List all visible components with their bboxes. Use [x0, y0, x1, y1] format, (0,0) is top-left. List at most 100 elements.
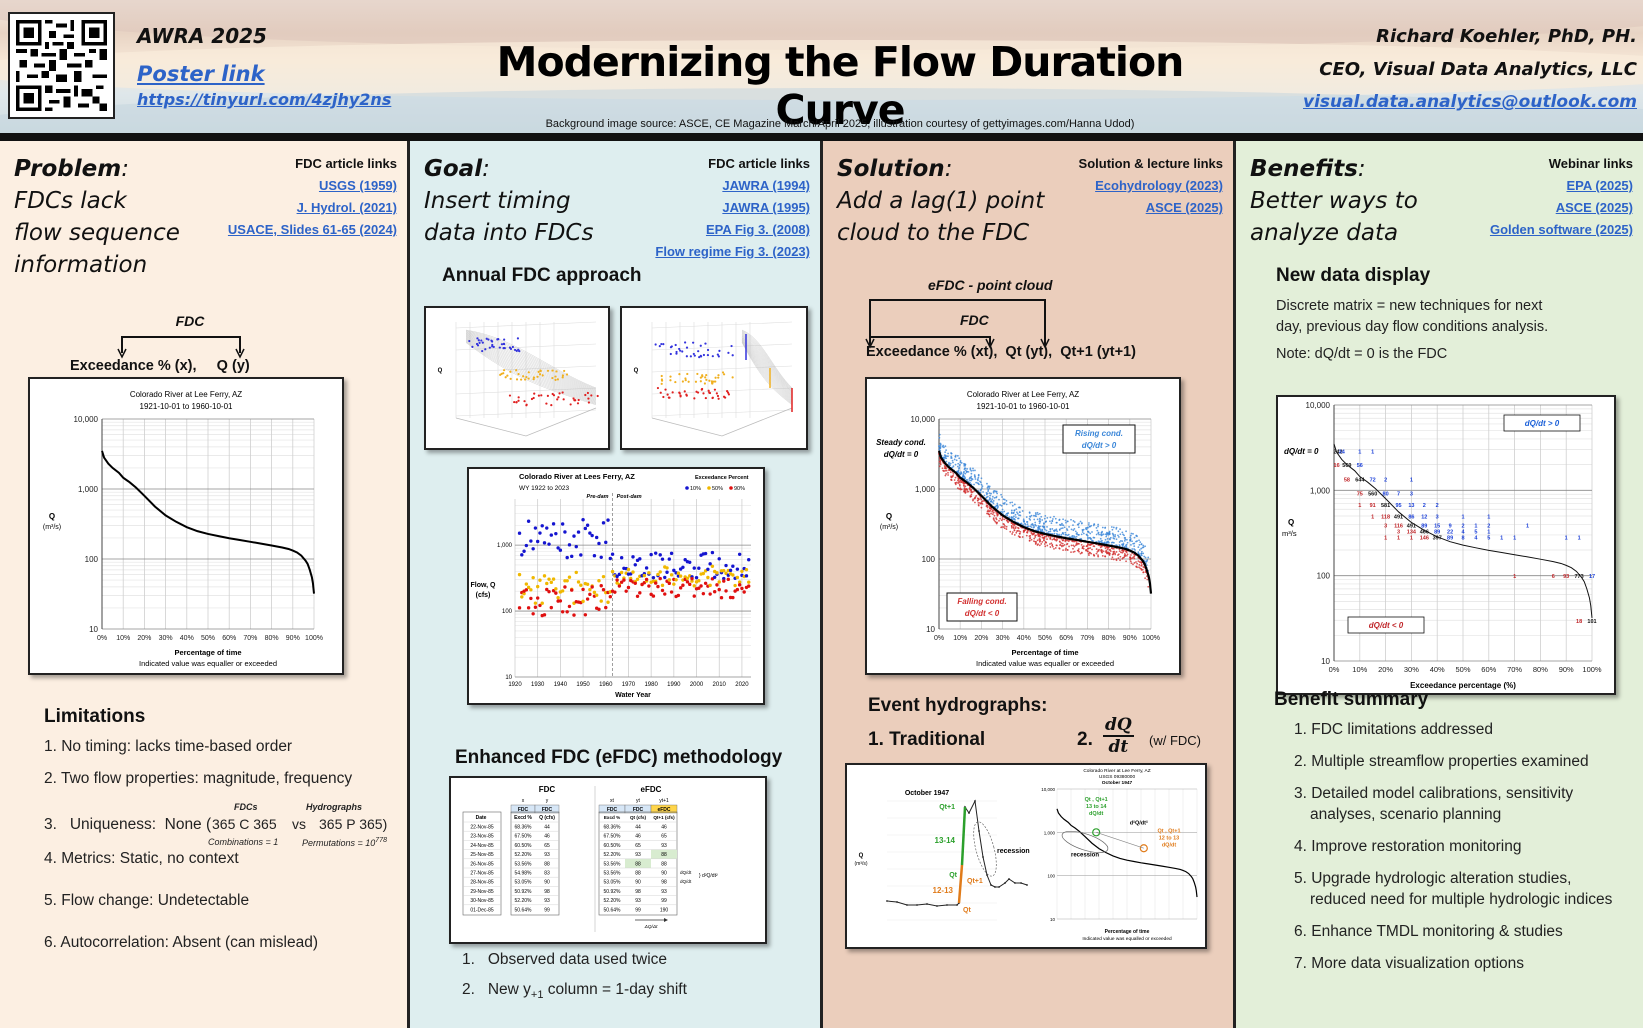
point-50pct: [717, 376, 720, 379]
link-epa-2025[interactable]: EPA (2025): [1566, 178, 1633, 193]
rising-point: [1081, 528, 1084, 531]
falling-point: [974, 501, 976, 504]
point-10pct: [567, 543, 572, 547]
falling-point: [972, 499, 974, 502]
hydrograph-point: [1020, 882, 1022, 884]
link-golden-software-2025[interactable]: Golden software (2025): [1489, 222, 1633, 237]
link-epa-2008[interactable]: EPA Fig 3. (2008): [705, 222, 810, 237]
y-tick-label: 1,000: [1044, 830, 1056, 835]
rising-point: [1026, 521, 1028, 523]
benefit-text-line: 2. Multiple streamflow properties examin…: [1294, 753, 1589, 770]
falling-point: [1018, 530, 1020, 532]
falling-point: [965, 488, 968, 490]
rising-point: [1058, 533, 1061, 536]
point-90pct: [531, 612, 535, 616]
link-usace-2024[interactable]: USACE, Slides 61-65 (2024): [227, 222, 397, 237]
x-tick-label: 10%: [953, 635, 967, 642]
link-ecohydrology-2023[interactable]: Ecohydrology (2023): [1095, 178, 1223, 193]
falling-point: [953, 479, 956, 481]
point-10pct: [542, 541, 547, 545]
falling-point: [1089, 547, 1092, 549]
falling-point: [1033, 540, 1035, 543]
falling-point: [956, 487, 959, 490]
point-50pct: [731, 573, 735, 577]
y-tick-label: 10,000: [1306, 401, 1331, 410]
point-50pct: [705, 378, 708, 381]
rising-point: [973, 483, 975, 486]
rising-point: [1100, 532, 1103, 534]
conference-name: AWRA 2025: [137, 24, 267, 48]
point-50pct: [708, 379, 711, 382]
link-asce-2025[interactable]: ASCE (2025): [1145, 200, 1223, 215]
benefits-subtitle-line: analyze data: [1250, 220, 1399, 246]
point-50pct: [546, 369, 550, 372]
falling-point: [981, 502, 984, 505]
links-header: FDC article links: [295, 156, 397, 171]
matrix-count: 569: [1342, 463, 1351, 469]
rising-point: [1111, 528, 1114, 531]
date-table-border: [462, 811, 502, 916]
rising-point: [1102, 533, 1105, 536]
qr-code[interactable]: [8, 12, 115, 119]
x-tick-label: 20%: [1378, 665, 1393, 674]
matrix-count: 89: [1421, 524, 1427, 530]
poster-url-link[interactable]: https://tinyurl.com/4zjhy2ns: [137, 90, 392, 109]
rising-point: [1030, 526, 1033, 528]
falling-point: [1044, 541, 1047, 544]
falling-point: [1038, 544, 1041, 547]
link-flow-regime-2023[interactable]: Flow regime Fig 3. (2023): [655, 244, 810, 259]
fdc-excd-cell: 50.92%: [515, 889, 533, 895]
point-10pct: [697, 566, 701, 570]
rising-point: [964, 463, 967, 466]
point-50pct: [737, 580, 742, 584]
rising-point: [972, 469, 975, 472]
matrix-count: 75: [1357, 492, 1363, 498]
rising-point: [986, 495, 989, 498]
annual-fdc-line: [741, 340, 793, 403]
rising-point: [1059, 523, 1061, 526]
rising-point: [1075, 535, 1078, 538]
falling-point: [1060, 542, 1063, 544]
orange-label: Qt , Qt+1: [1157, 828, 1180, 834]
falling-point: [1091, 548, 1093, 551]
falling-point: [1017, 527, 1020, 530]
rising-point: [1047, 530, 1050, 533]
point-50pct: [724, 571, 728, 576]
falling-point: [1119, 559, 1121, 562]
rising-point: [952, 461, 954, 464]
goal-title: Goal: [424, 156, 483, 182]
rising-point: [988, 498, 991, 501]
rising-point: [1064, 519, 1067, 522]
rising-point: [979, 481, 982, 484]
link-jawra-1994[interactable]: JAWRA (1994): [722, 178, 810, 193]
fdc-excd-cell: 50.64%: [515, 907, 533, 913]
point-10pct: [476, 337, 479, 340]
annual-fdc-line: [741, 335, 793, 396]
efdc-excd-cell: 53.56%: [604, 871, 622, 877]
subheader-label: eFDC: [657, 807, 670, 813]
link-j-hydrol-2021[interactable]: J. Hydrol. (2021): [296, 200, 397, 215]
x-tick-label: 2000: [690, 682, 704, 688]
point-90pct: [546, 394, 549, 397]
rising-point: [1031, 522, 1034, 525]
dqdt-fraction: dQ dt: [1103, 715, 1134, 757]
link-jawra-1995[interactable]: JAWRA (1995): [722, 200, 810, 215]
solution-subtitle-line: Add a lag(1) point: [837, 188, 1045, 214]
author-email-link[interactable]: visual.data.analytics@outlook.com: [1302, 92, 1637, 112]
falling-point: [1019, 531, 1022, 533]
falling-point: [970, 491, 973, 494]
rising-point: [1123, 537, 1126, 539]
poster-link[interactable]: Poster link: [137, 62, 265, 86]
orange-label: 12 to 13: [1159, 835, 1179, 841]
efdc-qt1-cell: 88: [661, 852, 667, 858]
falling-point: [955, 481, 958, 484]
link-asce-2025[interactable]: ASCE (2025): [1555, 200, 1633, 215]
matrix-count: 1: [1410, 535, 1413, 541]
efdc-qt-cell: 65: [635, 843, 641, 849]
permutation-expression: 365 P 365): [319, 816, 388, 832]
point-50pct: [606, 600, 610, 604]
point-10pct: [684, 341, 687, 344]
link-usgs-1959[interactable]: USGS (1959): [318, 178, 397, 193]
fdc-q-cell: 99: [544, 907, 550, 913]
point-50pct: [538, 578, 542, 582]
